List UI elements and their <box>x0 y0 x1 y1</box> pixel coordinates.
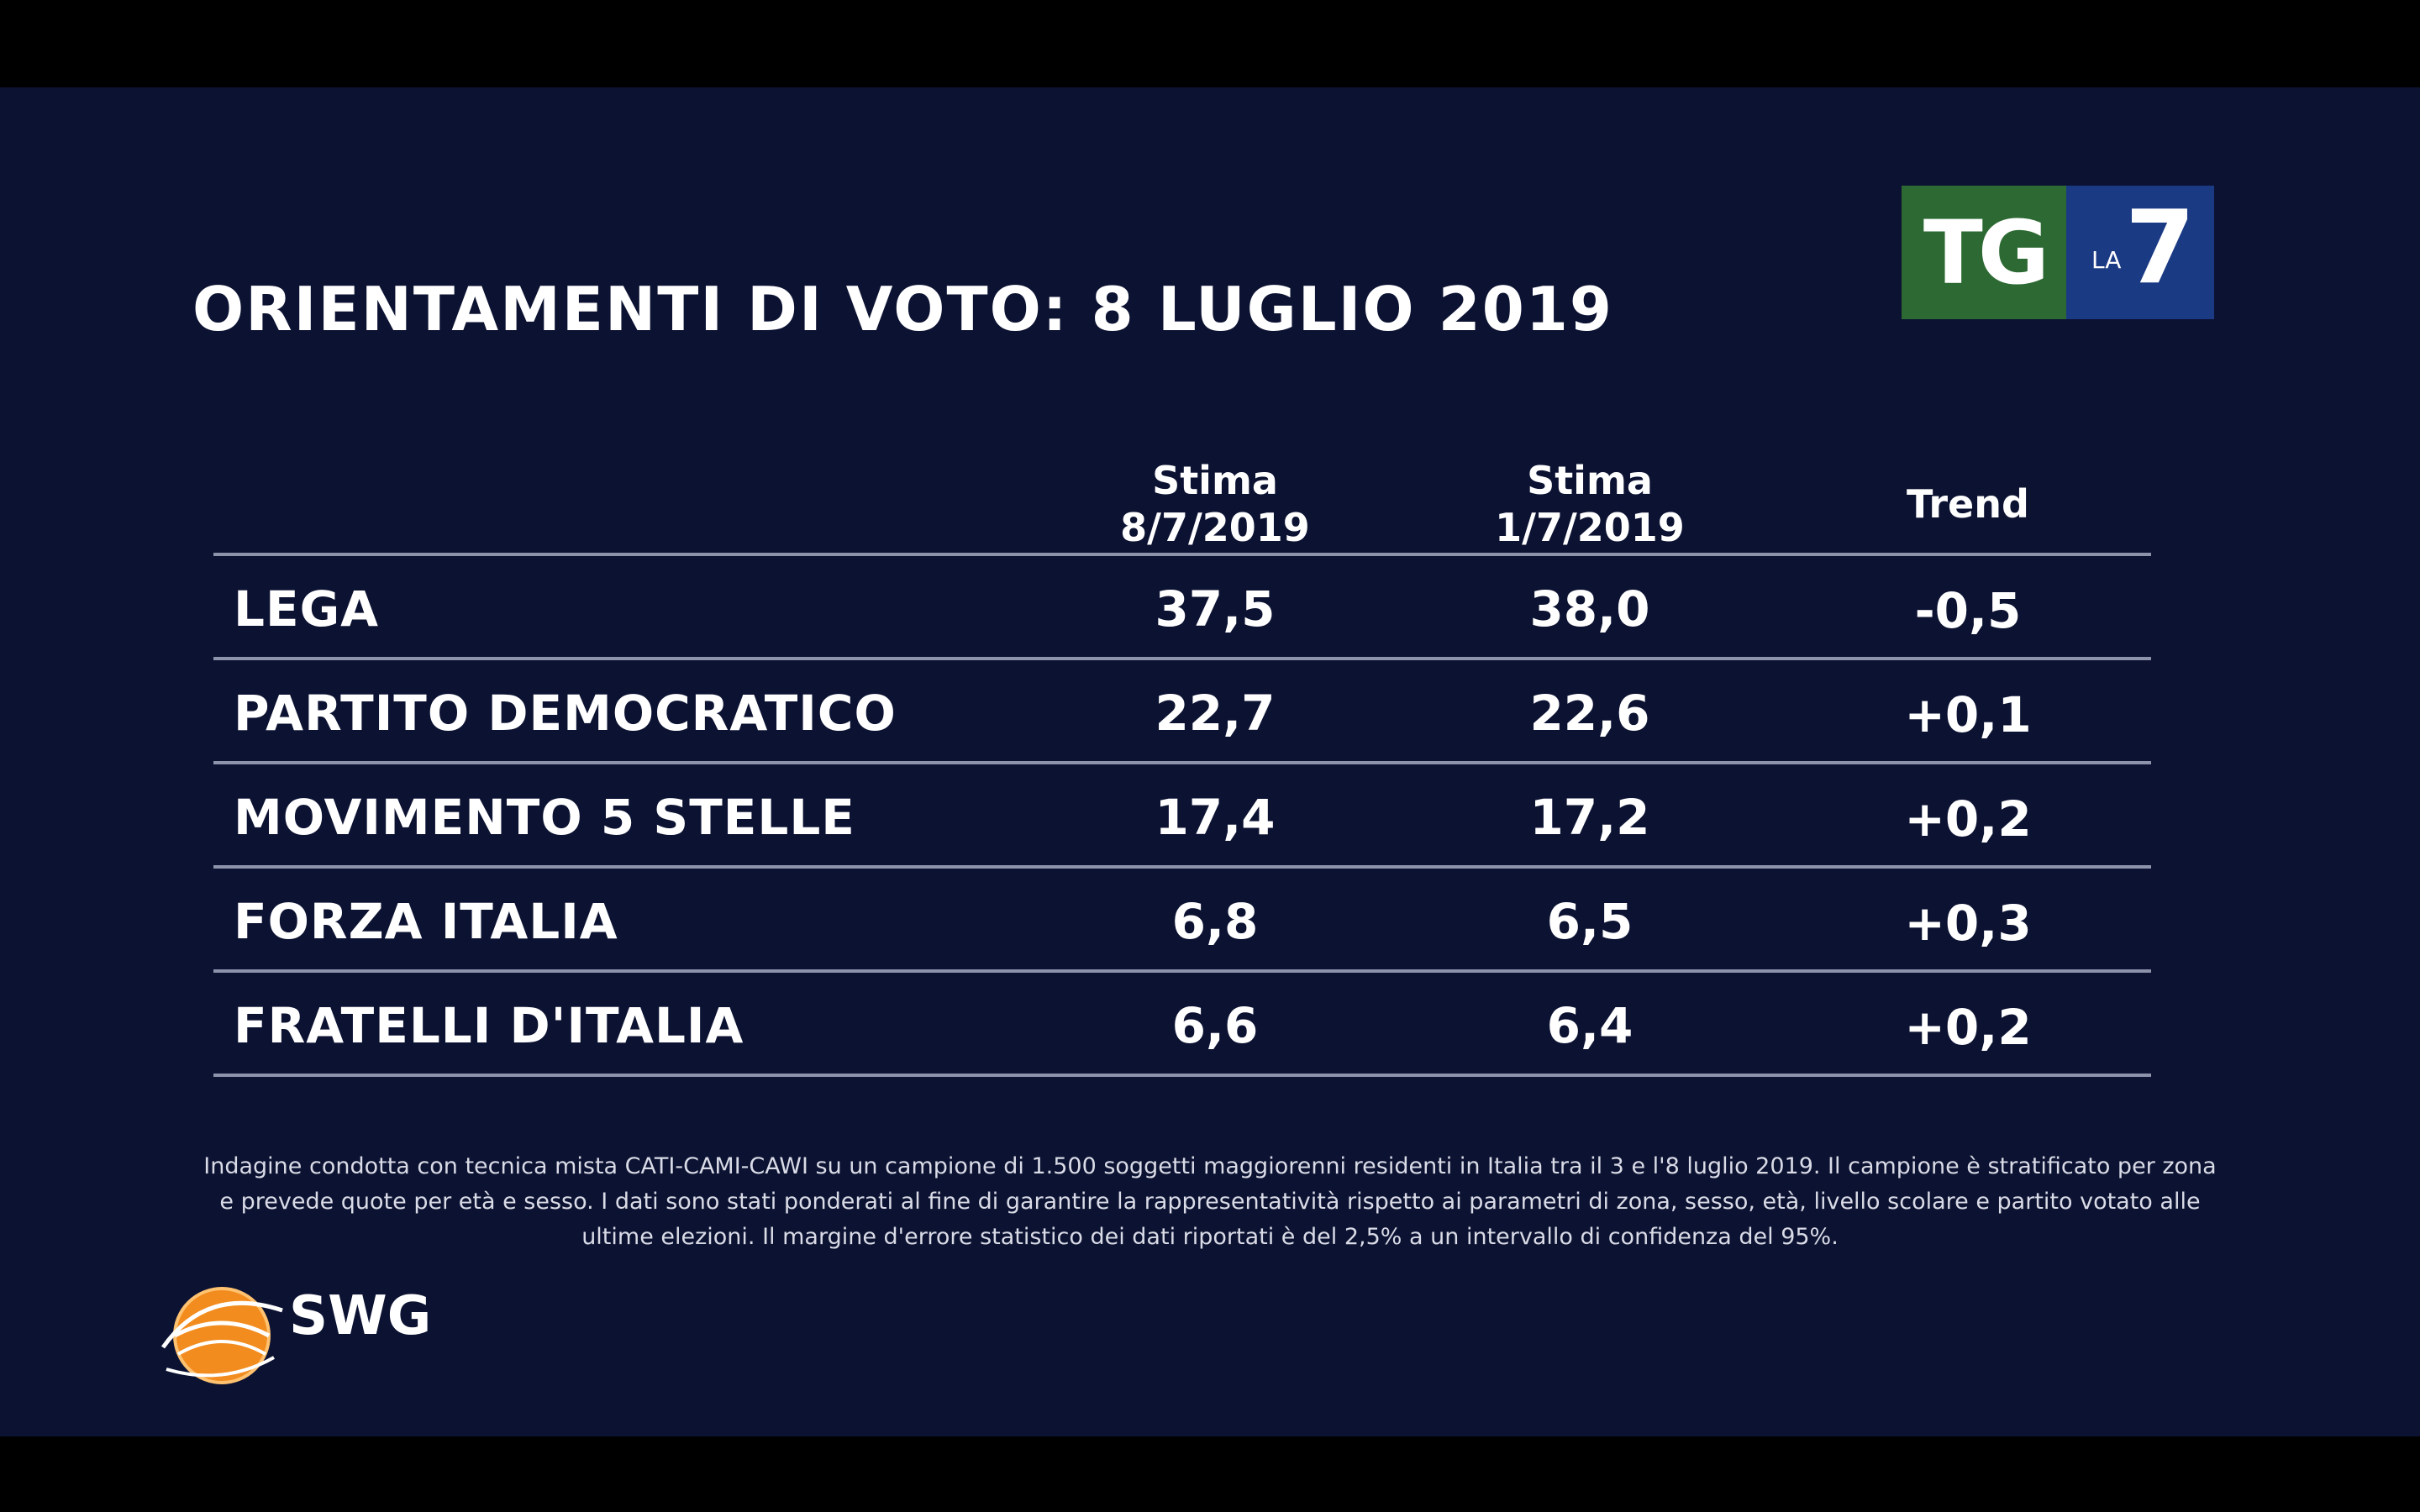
col-header-line1: Stima <box>1152 458 1278 503</box>
value-stima-8-7: 6,6 <box>1171 997 1259 1054</box>
col-header-line1: Trend <box>1907 481 2029 527</box>
col-header-line1: Stima <box>1527 458 1653 503</box>
value-stima-8-7: 37,5 <box>1155 580 1276 638</box>
value-trend: +0,3 <box>1904 895 2032 952</box>
party-name: PARTITO DEMOCRATICO <box>234 685 897 742</box>
party-name: MOVIMENTO 5 STELLE <box>234 789 855 846</box>
table-rule <box>213 865 2151 869</box>
value-trend: +0,2 <box>1904 999 2032 1056</box>
page-title: ORIENTAMENTI DI VOTO: 8 LUGLIO 2019 <box>192 274 1614 344</box>
logo-tg-text: TG <box>1902 186 2066 319</box>
table-rule <box>213 1074 2151 1077</box>
value-stima-1-7: 6,5 <box>1546 893 1634 950</box>
value-trend: +0,2 <box>1904 790 2032 848</box>
table-rule <box>213 761 2151 764</box>
logo-la7-block: LA 7 <box>2066 186 2214 319</box>
logo-seven-text: 7 <box>2125 190 2196 307</box>
swg-logo-text: SWG <box>289 1285 432 1347</box>
col-header-line2: 1/7/2019 <box>1495 505 1685 550</box>
table-rule <box>213 969 2151 973</box>
value-stima-8-7: 17,4 <box>1155 789 1276 846</box>
tg-la7-logo: TG LA 7 <box>1902 186 2214 319</box>
logo-la-text: LA <box>2091 246 2122 274</box>
col-header-line2: 8/7/2019 <box>1120 505 1310 550</box>
value-stima-1-7: 17,2 <box>1529 789 1650 846</box>
methodology-footnote: Indagine condotta con tecnica mista CATI… <box>203 1153 2217 1250</box>
table-rule <box>213 553 2151 556</box>
value-stima-1-7: 6,4 <box>1546 997 1634 1054</box>
value-stima-1-7: 22,6 <box>1529 685 1650 742</box>
value-stima-8-7: 6,8 <box>1171 893 1259 950</box>
party-name: LEGA <box>234 580 380 638</box>
value-stima-8-7: 22,7 <box>1155 685 1276 742</box>
value-trend: -0,5 <box>1914 582 2022 639</box>
col-header-stima-8-7: Stima 8/7/2019 <box>1089 457 1341 551</box>
poll-slide: ORIENTAMENTI DI VOTO: 8 LUGLIO 2019 TG L… <box>0 87 2420 1436</box>
value-stima-1-7: 38,0 <box>1529 580 1650 638</box>
col-header-trend: Trend <box>1842 480 2094 528</box>
col-header-stima-1-7: Stima 1/7/2019 <box>1464 457 1716 551</box>
table-rule <box>213 657 2151 660</box>
party-name: FRATELLI D'ITALIA <box>234 997 744 1054</box>
swg-globe-icon <box>160 1287 283 1384</box>
party-name: FORZA ITALIA <box>234 893 618 950</box>
value-trend: +0,1 <box>1904 686 2032 743</box>
